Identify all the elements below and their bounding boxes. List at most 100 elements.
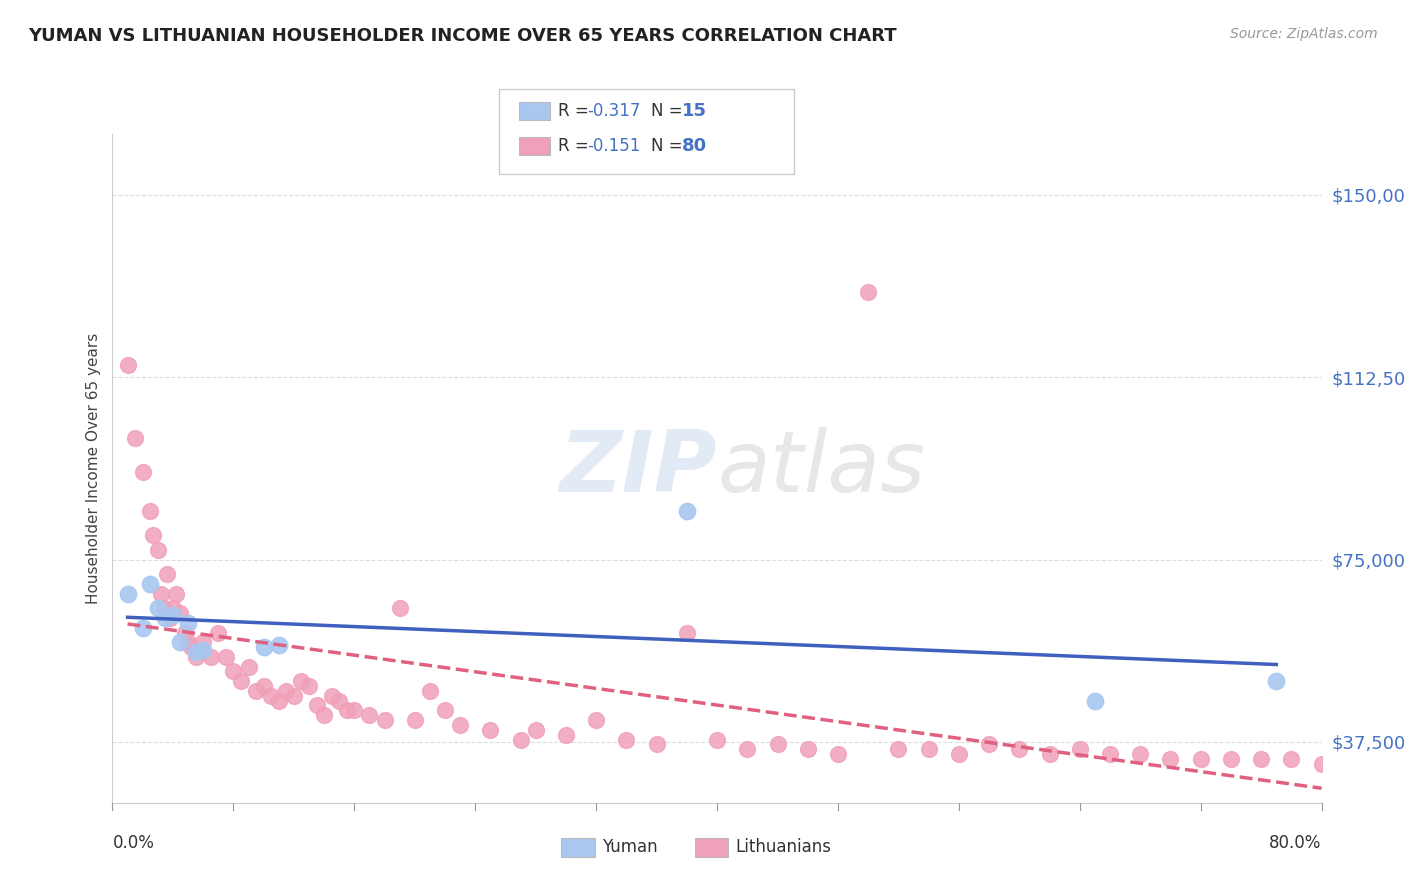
- Point: [856, 285, 880, 299]
- Point: [449, 718, 471, 732]
- Point: [146, 601, 169, 615]
- Point: [1250, 752, 1272, 766]
- Point: [260, 689, 283, 703]
- Point: [180, 640, 202, 654]
- Point: [156, 567, 179, 582]
- Point: [1159, 752, 1181, 766]
- Point: [328, 693, 350, 707]
- Point: [132, 465, 155, 479]
- Text: YUMAN VS LITHUANIAN HOUSEHOLDER INCOME OVER 65 YEARS CORRELATION CHART: YUMAN VS LITHUANIAN HOUSEHOLDER INCOME O…: [28, 27, 897, 45]
- Point: [1189, 752, 1212, 766]
- Text: atlas: atlas: [717, 426, 925, 510]
- Text: 80: 80: [682, 137, 707, 155]
- Point: [200, 649, 222, 664]
- Point: [1038, 747, 1062, 761]
- Point: [305, 698, 328, 713]
- Point: [585, 713, 607, 727]
- Point: [222, 665, 245, 679]
- Text: ZIP: ZIP: [560, 426, 717, 510]
- Point: [796, 742, 818, 756]
- Point: [343, 703, 366, 717]
- Point: [737, 742, 759, 756]
- Point: [155, 611, 177, 625]
- Point: [1098, 747, 1121, 761]
- Point: [165, 586, 187, 600]
- Text: Yuman: Yuman: [602, 838, 658, 856]
- Point: [267, 638, 290, 652]
- Point: [174, 625, 197, 640]
- Point: [207, 625, 229, 640]
- Point: [1069, 742, 1091, 756]
- Point: [404, 713, 426, 727]
- Point: [336, 703, 359, 717]
- Point: [142, 528, 165, 542]
- Point: [267, 693, 290, 707]
- Point: [675, 625, 697, 640]
- Point: [169, 606, 191, 620]
- Point: [321, 689, 343, 703]
- Point: [1084, 693, 1107, 707]
- Point: [524, 723, 547, 737]
- Point: [215, 649, 238, 664]
- Text: Source: ZipAtlas.com: Source: ZipAtlas.com: [1230, 27, 1378, 41]
- Point: [479, 723, 502, 737]
- Point: [359, 708, 381, 723]
- Point: [188, 645, 211, 659]
- Point: [1220, 752, 1243, 766]
- Point: [139, 504, 162, 518]
- Point: [554, 728, 576, 742]
- Point: [1279, 752, 1302, 766]
- Point: [162, 601, 184, 615]
- Point: [124, 431, 146, 445]
- Point: [706, 732, 728, 747]
- Text: N =: N =: [651, 102, 688, 120]
- Text: R =: R =: [558, 102, 595, 120]
- Point: [253, 640, 276, 654]
- Point: [139, 577, 162, 591]
- Point: [146, 542, 169, 557]
- Point: [1310, 756, 1333, 771]
- Point: [162, 608, 184, 623]
- Text: 15: 15: [682, 102, 707, 120]
- Point: [298, 679, 321, 693]
- Point: [1129, 747, 1152, 761]
- Point: [184, 649, 207, 664]
- Point: [948, 747, 970, 761]
- Point: [887, 742, 910, 756]
- Text: -0.151: -0.151: [588, 137, 641, 155]
- Point: [977, 738, 1000, 752]
- Point: [1265, 674, 1288, 689]
- Point: [177, 635, 200, 649]
- Point: [159, 611, 181, 625]
- Text: R =: R =: [558, 137, 595, 155]
- Point: [245, 684, 267, 698]
- Point: [132, 621, 155, 635]
- Point: [153, 601, 176, 615]
- Text: N =: N =: [651, 137, 688, 155]
- Point: [149, 586, 172, 600]
- Text: 0.0%: 0.0%: [112, 834, 155, 852]
- Text: Lithuanians: Lithuanians: [735, 838, 831, 856]
- Point: [918, 742, 941, 756]
- Point: [675, 504, 697, 518]
- Point: [283, 689, 305, 703]
- Point: [374, 713, 396, 727]
- Point: [1008, 742, 1031, 756]
- Point: [117, 358, 139, 372]
- Point: [184, 645, 207, 659]
- Point: [766, 738, 789, 752]
- Point: [433, 703, 456, 717]
- Point: [191, 642, 214, 657]
- Point: [314, 708, 336, 723]
- Text: -0.317: -0.317: [588, 102, 641, 120]
- Y-axis label: Householder Income Over 65 years: Householder Income Over 65 years: [86, 333, 101, 604]
- Point: [616, 732, 638, 747]
- Point: [238, 659, 260, 673]
- Point: [419, 684, 441, 698]
- Point: [388, 601, 411, 615]
- Text: 80.0%: 80.0%: [1270, 834, 1322, 852]
- Point: [276, 684, 298, 698]
- Point: [645, 738, 668, 752]
- Point: [177, 615, 200, 630]
- Point: [117, 586, 139, 600]
